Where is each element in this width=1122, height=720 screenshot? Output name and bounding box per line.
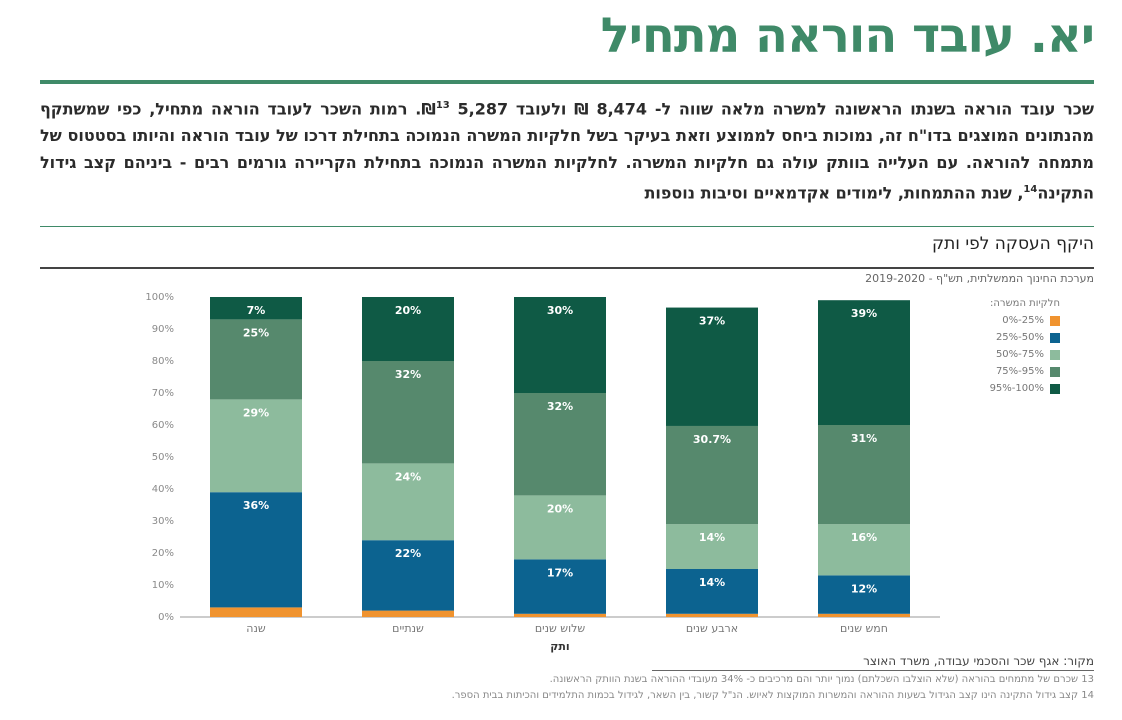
legend-item: 25%-50% [990,329,1060,346]
legend-label: 95%-100% [989,383,1044,394]
data-label: 16% [851,531,877,544]
section-divider [40,226,1094,227]
x-axis-title: ותק [550,640,569,653]
legend-title: חלקיות המשרה: [990,298,1060,309]
bar-segment [818,300,910,425]
footnote-13: 13 שכרם של מתמחים בהוראה (שלא הוצלבו השכ… [549,674,1094,685]
bar-segment [362,610,454,617]
bar-segment [818,575,910,614]
data-label: 25% [243,326,269,339]
chart-source-note: מערכת החינוך הממשלתית, תש"ף - 2019-2020 [865,272,1094,285]
chart-legend: חלקיות המשרה: 0%-25% 25%-50% 50%-75% 75%-95… [990,298,1060,397]
data-label: 14% [699,531,725,544]
data-label: 24% [395,470,421,483]
y-tick-label: 30% [152,516,174,527]
x-tick-label: שנה [246,622,266,635]
y-tick-label: 100% [145,292,174,303]
bar-segment [210,399,302,493]
bar-segment [210,607,302,617]
footer-source: מקור: אגף שכר והסכמי עבודה, משרד האוצר [863,654,1094,668]
bar-segment [362,540,454,611]
page-title: יא. עובד הוראה מתחיל [600,8,1095,64]
footer-divider [652,670,1094,671]
intro-paragraph: שכר עובד הוראה בשנתו הראשונה למשרה מלאה … [40,92,1094,207]
legend-label: 50%-75% [995,349,1044,360]
x-tick-label: ארבע שנים [686,622,738,635]
bar-segment [666,425,758,525]
intro-text-2: . רמות השכר לעובד הוראה מתחיל, כפי שמשתק… [40,99,1094,203]
y-tick-label: 90% [152,324,174,335]
bar-segment [514,393,606,496]
legend-swatch [1050,383,1060,394]
y-tick-label: 0% [158,612,174,623]
legend-label: 0%-25% [1002,315,1044,326]
y-tick-label: 40% [152,484,174,495]
legend-swatch [1050,315,1060,326]
y-tick-label: 60% [152,420,174,431]
data-label: 17% [547,566,573,579]
legend-label: 75%-95% [995,366,1044,377]
y-tick-label: 10% [152,580,174,591]
y-tick-label: 80% [152,356,174,367]
data-label: 20% [395,304,421,317]
bar-segment [210,319,302,400]
bar-segment [362,297,454,361]
chart-subtitle: היקף העסקה לפי ותק [932,234,1094,254]
footnote-ref-14: 14 [1023,184,1038,196]
bar-segment [818,524,910,576]
data-label: 37% [699,315,725,328]
bar-segment [818,425,910,525]
legend-label: 25%-50% [995,332,1044,343]
data-label: 39% [851,307,877,320]
x-tick-label: שלוש שנים [535,622,585,635]
legend-swatch [1050,366,1060,377]
bar-segment [666,613,758,617]
bar-segment [818,613,910,617]
data-label: 36% [243,499,269,512]
bar-segment [666,569,758,614]
data-label: 32% [395,368,421,381]
data-label: 30% [547,304,573,317]
bar-segment [514,613,606,617]
bar-segment [362,361,454,464]
chart-header-divider [40,267,1094,269]
y-tick-label: 70% [152,388,174,399]
data-label: 31% [851,432,877,445]
data-label: 29% [243,406,269,419]
bar-segment [514,495,606,560]
data-label: 22% [395,547,421,560]
bar-segment [514,559,606,614]
bar-segment [210,492,302,608]
title-divider [40,80,1094,84]
intro-text-3: , שנת ההתמחות, לימודים אקדמאיים וסיבות נ… [644,183,1024,203]
bar-segment [514,297,606,393]
footnote-ref-13: 13 [435,100,450,111]
x-tick-label: שנתיים [392,622,424,635]
legend-item: 95%-100% [990,380,1060,397]
legend-swatch [1050,332,1060,343]
data-label: 7% [247,304,266,317]
legend-item: 75%-95% [990,363,1060,380]
legend-item: 50%-75% [990,346,1060,363]
data-label: 30.7% [693,433,731,446]
y-tick-label: 20% [152,548,174,559]
bar-segment [210,297,302,320]
intro-text-1: שכר עובד הוראה בשנתו הראשונה למשרה מלאה … [421,99,1095,119]
data-label: 12% [851,582,877,595]
bar-segment [362,463,454,541]
bar-segment [666,307,758,426]
legend-item: 0%-25% [990,312,1060,329]
legend-swatch [1050,349,1060,360]
bar-segment [666,524,758,569]
data-label: 14% [699,576,725,589]
data-label: 20% [547,502,573,515]
footnote-14: 14 קצב גידול התקינה הינו קצב הגידול בשעו… [451,690,1094,701]
y-tick-label: 50% [152,452,174,463]
x-tick-label: חמש שנים [840,622,888,635]
data-label: 32% [547,400,573,413]
